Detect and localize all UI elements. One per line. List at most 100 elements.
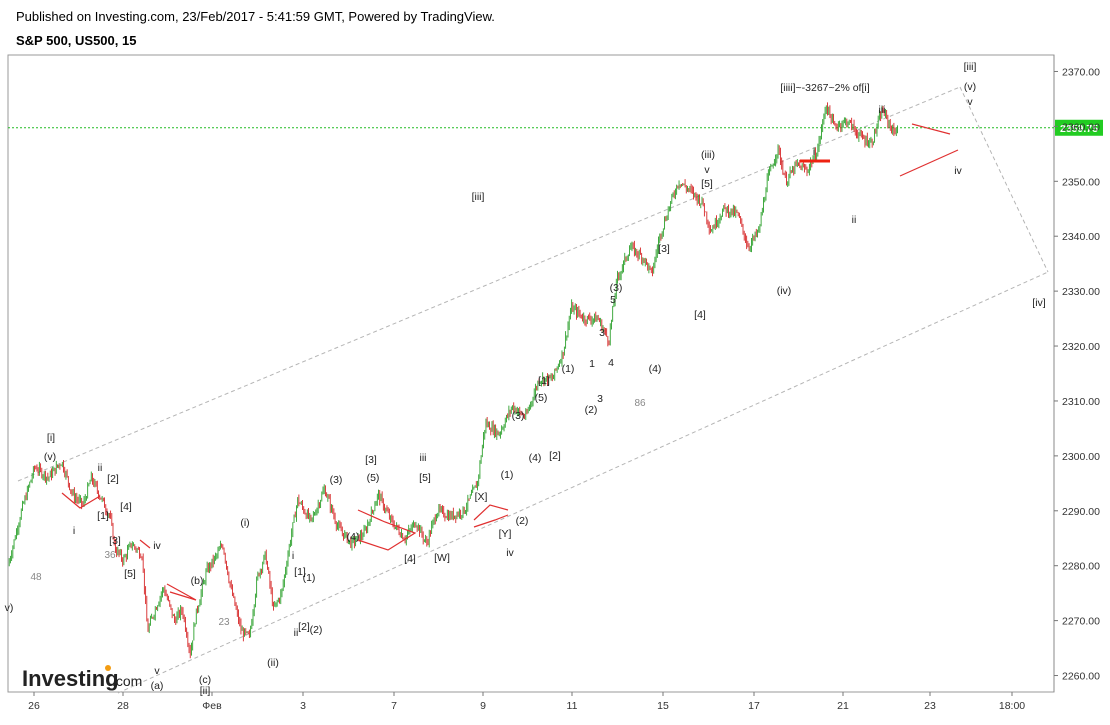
wave-label: iv — [954, 165, 962, 177]
wave-label: v — [154, 665, 160, 677]
wave-label: [iii] — [472, 191, 485, 203]
wave-label: v — [967, 96, 973, 108]
wave-label: [5] — [701, 178, 713, 190]
logo-suffix: .com — [112, 673, 142, 689]
wave-label: (3) — [512, 410, 525, 422]
wave-label: (2) — [310, 624, 323, 636]
wave-label: (i) — [240, 517, 249, 529]
wave-label: [Y] — [499, 528, 512, 540]
wave-label: ii — [98, 462, 103, 474]
xtick-label: 3 — [300, 700, 306, 712]
wave-label: [5] — [419, 472, 431, 484]
wave-label: (4) — [529, 452, 542, 464]
ytick-label: 2290.00 — [1062, 506, 1100, 518]
xtick-label: 9 — [480, 700, 486, 712]
ytick-label: 2350.00 — [1062, 176, 1100, 188]
wave-label: [3] — [658, 243, 670, 255]
wave-label: (5) — [367, 472, 380, 484]
ytick-label: 2280.00 — [1062, 561, 1100, 573]
wave-label: (2) — [585, 404, 598, 416]
xtick-label: 26 — [28, 700, 40, 712]
wave-label: [5] — [124, 568, 136, 580]
wave-label: (5) — [535, 392, 548, 404]
wave-label: 4 — [608, 357, 614, 369]
wave-label: (3) — [330, 474, 343, 486]
wave-label: iii — [420, 452, 427, 464]
wave-label: (3) — [610, 282, 623, 294]
wave-label: [4] — [404, 553, 416, 565]
wave-triangles — [61, 123, 959, 601]
wave-label: [iiii]~-3267~2% of[i] — [780, 82, 869, 94]
wave-label: (v) — [44, 451, 56, 463]
last-price-tag — [1055, 119, 1103, 136]
channel-upper — [17, 86, 961, 482]
last-price-label: 2359.75 — [1060, 123, 1098, 135]
ytick-label: 2300.00 — [1062, 451, 1100, 463]
price-axis: 2260.00 2270.00 2280.00 2290.00 2300.00 2310.… — [1054, 66, 1100, 683]
xtick-label: 23 — [924, 700, 936, 712]
logo-text: Investing — [22, 666, 119, 691]
xtick-label: 11 — [567, 700, 578, 712]
ytick-label: 2310.00 — [1062, 396, 1100, 408]
wave-label: (b) — [191, 575, 204, 587]
triangle-1 — [61, 492, 101, 509]
wave-label: (ii) — [267, 657, 279, 669]
wave-label: (v) — [964, 81, 976, 93]
wave-label: (4) — [347, 531, 360, 543]
wave-label: v — [704, 164, 710, 176]
wave-label: (iv) — [777, 285, 792, 297]
symbol-title: S&P 500, US500, 15 — [16, 33, 137, 48]
triangle-2 — [139, 539, 151, 549]
wave-label: [2] — [549, 450, 561, 462]
wave-label: iii — [879, 104, 886, 116]
wave-label: (1) — [303, 572, 316, 584]
wave-label: [4] — [120, 501, 132, 513]
plot-frame — [7, 54, 1055, 693]
wave-label: [1] — [538, 375, 550, 387]
wave-label: [X] — [475, 491, 488, 503]
wave-label: (c) — [199, 674, 211, 686]
wave-label: [1] — [97, 510, 109, 522]
xtick-label: 18:00 — [999, 700, 1025, 712]
triangle-5 — [473, 504, 509, 521]
elliott-channel: 2359.75 — [8, 86, 1103, 694]
xtick-label: 17 — [748, 700, 760, 712]
xtick-label: 21 — [837, 700, 849, 712]
wave-label: (2) — [516, 515, 529, 527]
triangle-7 — [911, 123, 951, 135]
ytick-label: 2340.00 — [1062, 231, 1100, 243]
wave-label: [iii] — [964, 61, 977, 73]
triangle-6 — [473, 514, 509, 528]
wave-label: 23 — [218, 617, 230, 628]
xtick-label: 15 — [657, 700, 669, 712]
wave-label: [4] — [694, 309, 706, 321]
wave-label: (4) — [649, 363, 662, 375]
plot-border — [7, 54, 1055, 693]
wave-label: [W] — [434, 552, 450, 564]
triangle-4 — [357, 509, 417, 551]
wave-label: [1] — [294, 566, 306, 578]
xtick-label: 28 — [117, 700, 129, 712]
investing-logo: Investing.com — [22, 665, 142, 691]
wave-label: ii — [852, 214, 857, 226]
wave-label: 3 — [597, 393, 603, 405]
wave-label: [3] — [365, 454, 377, 466]
channel-right — [959, 86, 1049, 273]
wave-label: 86 — [634, 398, 646, 409]
ytick-label: 2330.00 — [1062, 286, 1100, 298]
wave-label: [i] — [47, 432, 55, 444]
wave-label: (a) — [151, 680, 164, 692]
wave-label: (1) — [501, 469, 514, 481]
wave-label: (iii) — [701, 149, 715, 161]
wave-labels: [i](v)ii[2][4][1]i[3]36[5]iv48v)(b)v(a)(… — [5, 61, 1046, 697]
logo-dot — [105, 665, 111, 671]
ytick-label: 2260.00 — [1062, 671, 1100, 683]
wave-label: [3] — [109, 535, 121, 547]
wave-label: [ii] — [200, 685, 211, 697]
channel-lower — [117, 271, 1049, 694]
wave-label: iv — [153, 540, 161, 552]
wave-label: 5 — [610, 294, 616, 306]
triangle-3 — [166, 583, 197, 601]
wave-label: [2] — [298, 621, 310, 633]
